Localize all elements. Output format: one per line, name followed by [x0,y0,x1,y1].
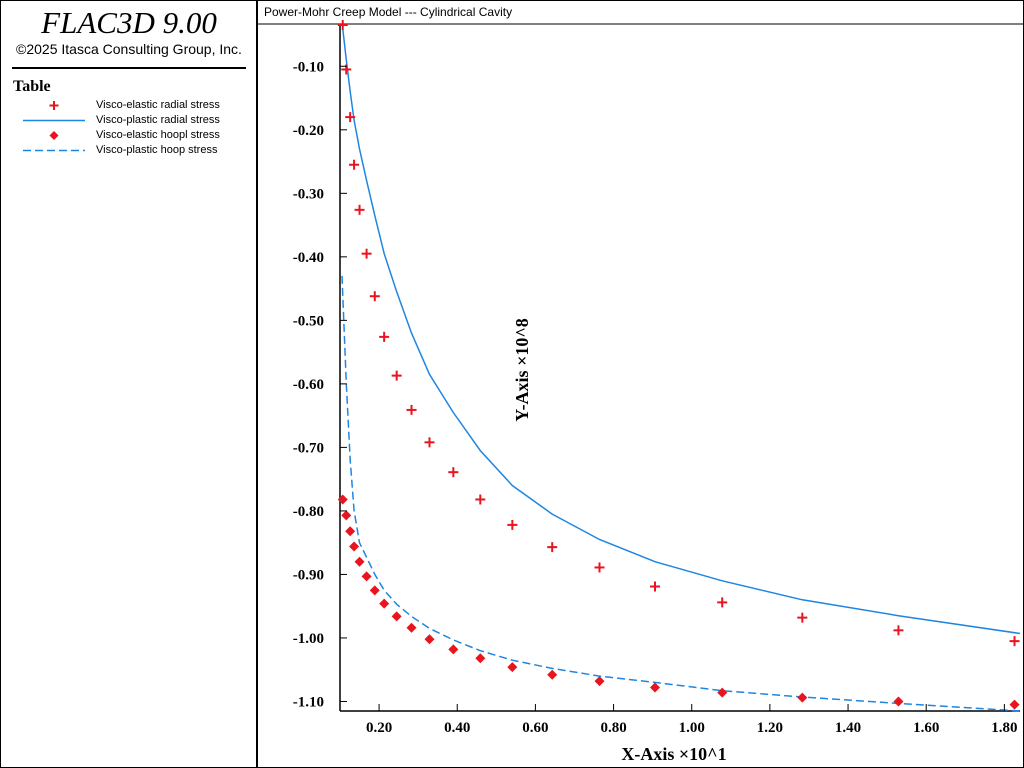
plot-caption: Power-Mohr Creep Model --- Cylindrical C… [264,5,513,19]
x-tick-label: 1.20 [757,720,783,736]
diamond-data-point [475,653,486,664]
y-tick-label: -0.70 [293,440,324,456]
plus-data-point [1009,636,1020,647]
diamond-data-point [594,676,605,687]
plus-data-point [349,159,360,170]
tick-layer: 0.20 0.40 0.60 0.80 1.00 1.20 1.40 1.60 1.80 -0.1… [293,59,1018,736]
x-tick-label: 1.40 [835,720,861,736]
legend-label: Visco-elastic radial stress [96,99,220,111]
x-tick-label: 0.60 [522,720,548,736]
y-tick-label: -1.10 [293,694,324,710]
x-tick-label: 0.20 [366,720,392,736]
diamond-data-point [1009,699,1020,710]
legend-item-visco-plastic-hoop: Visco-plastic hoop stress [1,143,257,158]
y-tick-label: -0.90 [293,567,324,583]
diamond-data-point [893,696,904,707]
plus-marker-icon [49,101,59,110]
y-tick-label: -0.40 [293,250,324,266]
radial-stress-line [341,28,1021,635]
plus-data-point [594,562,605,573]
diamond-data-point [369,585,380,596]
diamond-data-point [345,526,356,537]
hoop-stress-dashed-line [341,275,1021,712]
diamond-marker-icon [49,131,59,140]
dashed-line-icon [23,149,85,152]
plus-data-point [649,581,660,592]
diamond-data-point [406,622,417,633]
axes [339,25,1020,712]
legend-divider [12,67,246,69]
y-tick-label: -0.20 [293,123,324,139]
diamond-data-point [379,598,390,609]
legend-item-visco-plastic-radial: Visco-plastic radial stress [1,113,257,128]
copyright-text: ©2025 Itasca Consulting Group, Inc. [16,41,242,57]
y-axis-label: Y-Axis ×10^8 [512,318,532,422]
plus-data-point [379,331,390,342]
series-layer [337,20,1021,712]
y-tick-label: -0.50 [293,313,324,329]
x-tick-label: 0.40 [444,720,470,736]
plus-data-point [391,370,402,381]
y-tick-label: -1.00 [293,631,324,647]
diamond-data-point [649,682,660,693]
diamond-data-point [361,571,372,582]
plus-data-point [475,494,486,505]
diamond-data-point [337,494,348,505]
legend-panel: FLAC3D 9.00 ©2025 Itasca Consulting Grou… [0,0,256,768]
plus-data-point [893,625,904,636]
x-tick-label: 1.80 [991,720,1017,736]
legend-item-visco-elastic-hoop: Visco-elastic hoopl stress [1,128,257,143]
diamond-data-point [797,692,808,703]
x-tick-label: 0.80 [600,720,626,736]
solid-line-icon [23,119,85,122]
plus-data-point [424,437,435,448]
x-axis-label: X-Axis ×10^1 [621,744,726,764]
plus-data-point [361,248,372,259]
legend-label: Visco-plastic radial stress [96,114,220,126]
y-tick-label: -0.80 [293,504,324,520]
diamond-data-point [547,669,558,680]
plus-data-point [547,542,558,553]
diamond-data-point [448,644,459,655]
plus-data-point [369,291,380,302]
legend-label: Visco-elastic hoopl stress [96,129,220,141]
plus-data-point [448,467,459,478]
plus-data-point [354,204,365,215]
plus-data-point [345,112,356,123]
diamond-data-point [354,556,365,567]
plus-data-point [406,404,417,415]
plus-data-point [507,519,518,530]
plus-data-point [717,597,728,608]
chart: 0.20 0.40 0.60 0.80 1.00 1.20 1.40 1.60 1.80 -0.1… [258,20,1023,764]
legend-title: Table [13,78,51,95]
plus-data-point [337,20,348,30]
y-tick-label: -0.30 [293,186,324,202]
app-title: FLAC3D 9.00 [41,5,217,40]
y-tick-label: -0.60 [293,377,324,393]
y-tick-label: -0.10 [293,59,324,75]
diamond-data-point [341,510,352,521]
diamond-data-point [507,662,518,673]
diamond-data-point [349,541,360,552]
diamond-data-point [717,687,728,698]
legend-label: Visco-plastic hoop stress [96,144,218,156]
plus-data-point [797,612,808,623]
legend-item-visco-elastic-radial: Visco-elastic radial stress [1,98,257,113]
diamond-data-point [391,611,402,622]
diamond-data-point [424,634,435,645]
x-tick-label: 1.00 [679,720,705,736]
x-tick-label: 1.60 [913,720,939,736]
